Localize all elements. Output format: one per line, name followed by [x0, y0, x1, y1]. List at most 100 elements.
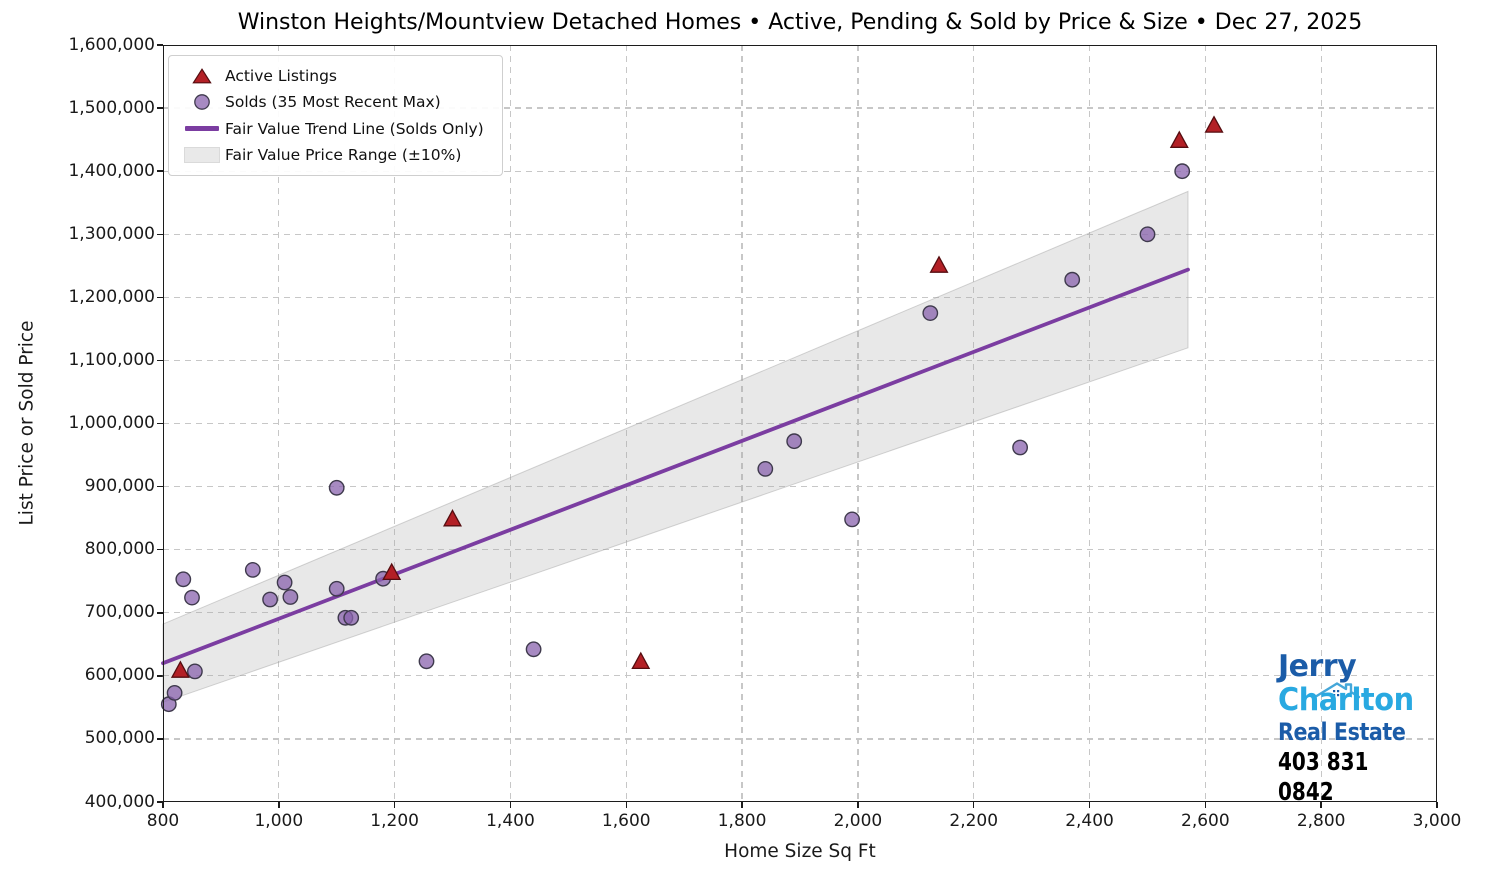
y-gridline — [163, 612, 1437, 614]
legend-item-trend-line: Fair Value Trend Line (Solds Only) — [179, 118, 484, 139]
x-tick-label: 1,400 — [486, 811, 535, 831]
sold-marker — [175, 571, 192, 588]
logo-tagline: Real Estate — [1278, 718, 1406, 746]
x-tick-label: 1,600 — [601, 811, 651, 831]
sold-marker — [187, 663, 203, 680]
active-listing-marker — [170, 660, 190, 678]
sold-marker — [282, 589, 299, 605]
fair-value-trend-line — [161, 267, 1190, 666]
logo-phone-number: 403 831 0842 — [1278, 747, 1369, 806]
sold-marker — [1174, 163, 1191, 180]
y-gridline — [163, 675, 1437, 677]
sold-marker — [1139, 226, 1156, 243]
y-tick-label: 1,400,000 — [68, 160, 155, 181]
y-gridline — [163, 422, 1437, 425]
sold-marker — [343, 609, 360, 626]
y-tick-label: 1,500,000 — [68, 97, 155, 118]
y-tick-mark — [157, 422, 163, 425]
x-tick-mark — [741, 802, 743, 808]
legend-item-solds: Solds (35 Most Recent Max) — [179, 92, 484, 113]
sold-marker — [757, 460, 774, 477]
x-tick-label: 1,800 — [717, 811, 767, 831]
logo-last-name: Charlton — [1278, 682, 1414, 718]
y-tick-label: 400,000 — [84, 791, 155, 812]
fair-value-band — [162, 190, 1189, 704]
sold-marker — [328, 580, 345, 597]
y-gridline — [163, 485, 1437, 488]
y-gridline — [163, 359, 1437, 362]
y-gridline — [163, 549, 1437, 551]
x-tick-label: 2,200 — [949, 811, 999, 831]
x-tick-mark — [972, 802, 975, 808]
active-listings-triangle-icon — [179, 67, 225, 85]
y-tick-label: 600,000 — [84, 665, 155, 686]
x-tick-label: 800 — [146, 811, 180, 831]
y-tick-label: 1,100,000 — [68, 349, 155, 370]
y-tick-mark — [157, 738, 163, 740]
active-listing-marker — [382, 562, 402, 581]
active-listing-marker — [1204, 115, 1224, 133]
trend-line-icon — [179, 126, 225, 131]
x-tick-mark — [625, 802, 628, 808]
x-tick-label: 2,800 — [1296, 811, 1346, 831]
y-tick-mark — [157, 801, 163, 803]
y-tick-mark — [157, 485, 163, 488]
y-tick-mark — [157, 359, 163, 362]
legend-label: Fair Value Price Range (±10%) — [225, 146, 462, 164]
brokerage-logo: Jerry Charlton Real Estate 403 831 0842 — [1278, 649, 1448, 807]
x-tick-mark — [162, 802, 164, 808]
y-gridline — [163, 107, 1437, 109]
x-axis-label: Home Size Sq Ft — [724, 841, 876, 862]
y-tick-mark — [157, 44, 163, 46]
y-tick-label: 1,000,000 — [68, 413, 155, 433]
y-gridline — [163, 738, 1437, 740]
x-tick-label: 1,200 — [370, 811, 419, 831]
x-tick-mark — [1320, 802, 1322, 808]
y-tick-label: 900,000 — [84, 476, 155, 497]
sold-marker — [262, 591, 279, 608]
sold-marker — [786, 433, 803, 450]
y-tick-mark — [157, 233, 163, 235]
price-range-band-icon — [179, 147, 225, 163]
y-tick-label: 1,200,000 — [68, 286, 155, 307]
y-tick-mark — [157, 675, 163, 677]
solds-circle-icon — [179, 93, 225, 111]
legend-label: Fair Value Trend Line (Solds Only) — [225, 119, 484, 138]
sold-marker — [328, 479, 345, 496]
y-gridline — [163, 233, 1437, 235]
y-gridline — [163, 296, 1437, 298]
x-tick-label: 2,600 — [1181, 811, 1230, 831]
sold-marker — [1012, 439, 1028, 456]
active-listing-marker — [1169, 130, 1189, 148]
sold-marker — [844, 511, 860, 528]
sold-marker — [276, 574, 293, 591]
x-tick-mark — [278, 802, 280, 808]
x-tick-mark — [857, 802, 859, 808]
x-tick-label: 2,000 — [833, 811, 883, 831]
plot-area: Active Listings Solds (35 Most Recent Ma… — [160, 45, 1437, 806]
x-tick-mark — [1088, 802, 1091, 808]
x-tick-label: 2,400 — [1065, 811, 1114, 831]
chart-title: Winston Heights/Mountview Detached Homes… — [237, 10, 1363, 35]
x-tick-mark — [393, 802, 396, 808]
x-tick-mark — [509, 802, 512, 808]
sold-marker — [525, 641, 542, 658]
x-tick-mark — [1204, 802, 1207, 808]
sold-marker — [184, 589, 200, 606]
logo-first-name: Jerry — [1278, 649, 1357, 684]
x-tick-label: 1,000 — [254, 811, 304, 831]
y-tick-label: 700,000 — [84, 602, 155, 623]
active-listing-marker — [631, 651, 651, 670]
sold-marker — [244, 562, 261, 578]
sold-marker — [166, 685, 183, 701]
y-tick-mark — [157, 170, 163, 172]
chart-data-layer — [160, 115, 1224, 713]
active-listing-marker — [929, 255, 949, 273]
y-tick-mark — [157, 107, 163, 109]
y-tick-label: 500,000 — [84, 728, 155, 749]
y-tick-label: 800,000 — [84, 539, 155, 560]
legend: Active Listings Solds (35 Most Recent Ma… — [168, 55, 503, 176]
x-tick-label: 3,000 — [1412, 811, 1462, 831]
legend-item-active-listings: Active Listings — [179, 65, 484, 86]
